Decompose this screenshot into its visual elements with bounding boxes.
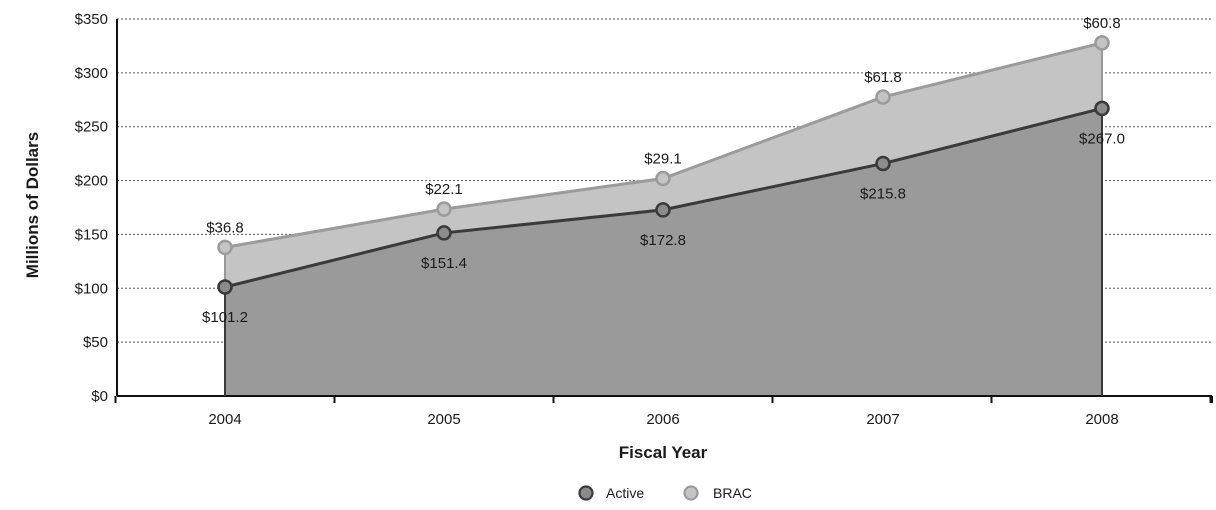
area-active [225, 108, 1102, 396]
marker-active [436, 225, 452, 241]
marker-active [655, 202, 671, 218]
data-label-brac: $36.8 [206, 219, 244, 236]
legend-label-active: Active [606, 485, 644, 501]
x-tick-label: 2006 [646, 411, 679, 428]
data-label-active: $151.4 [421, 255, 467, 272]
y-tick-label: $100 [75, 280, 108, 297]
data-label-brac: $60.8 [1083, 15, 1121, 32]
legend-swatch-brac [683, 485, 699, 501]
y-tick-label: $150 [75, 226, 108, 243]
areas [225, 42, 1102, 396]
y-tick-label: $250 [75, 119, 108, 136]
axes [114, 19, 1213, 403]
data-label-active: $101.2 [202, 309, 248, 326]
x-tick-label: 2007 [866, 411, 899, 428]
y-tick-label: $50 [83, 334, 108, 351]
y-tick-label: $300 [75, 65, 108, 82]
y-tick-label: $0 [91, 388, 108, 405]
legend-swatch-active [578, 485, 594, 501]
marker-brac [655, 170, 671, 187]
marker-brac [217, 239, 233, 256]
data-label-active: $172.8 [640, 232, 686, 249]
data-label-brac: $61.8 [864, 69, 902, 86]
x-tick-label: 2008 [1085, 411, 1118, 428]
marker-brac [875, 89, 891, 105]
data-labels: $36.8 $101.2 $22.1 $151.4 $29.1 $172.8 $61.8 $2… [202, 15, 1125, 326]
marker-active [875, 155, 891, 172]
data-label-active: $267.0 [1079, 130, 1125, 147]
y-axis-title: Millions of Dollars [23, 132, 42, 278]
tick-labels: $0 $50 $100 $150 $200 $250 $300 $350 2004 2005 200… [75, 11, 1119, 428]
marker-brac [436, 201, 452, 217]
legend-label-brac: BRAC [713, 485, 752, 501]
data-label-brac: $22.1 [425, 181, 463, 198]
legend: Active BRAC [578, 485, 752, 501]
marker-brac [1094, 35, 1110, 51]
marker-active [1094, 100, 1110, 117]
x-tick-label: 2004 [208, 411, 241, 428]
data-label-active: $215.8 [860, 186, 906, 203]
y-tick-label: $200 [75, 173, 108, 190]
y-tick-label: $350 [75, 11, 108, 28]
x-axis-title: Fiscal Year [619, 443, 708, 462]
legend-item-active: Active [578, 485, 644, 501]
x-tick-label: 2005 [427, 411, 460, 428]
marker-active [217, 279, 233, 295]
legend-item-brac: BRAC [683, 485, 752, 501]
markers [217, 35, 1110, 295]
data-label-brac: $29.1 [644, 151, 682, 168]
